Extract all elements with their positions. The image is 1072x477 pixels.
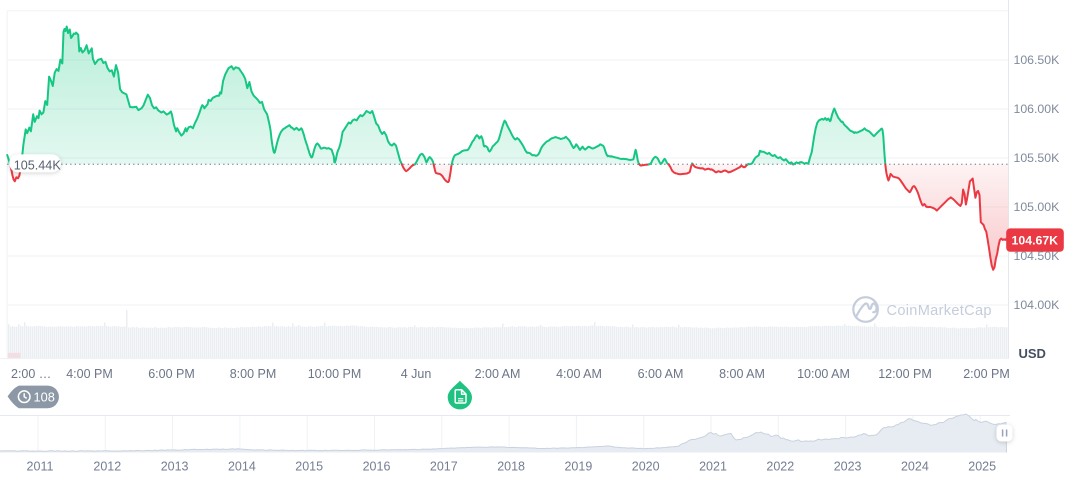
svg-text:2:00 …: 2:00 … bbox=[11, 367, 51, 381]
svg-text:2011: 2011 bbox=[27, 460, 54, 474]
svg-text:CoinMarketCap: CoinMarketCap bbox=[887, 303, 992, 319]
svg-text:2017: 2017 bbox=[430, 460, 458, 474]
svg-text:106.50K: 106.50K bbox=[1014, 53, 1061, 67]
svg-text:105.50K: 105.50K bbox=[1014, 151, 1061, 165]
svg-text:105.00K: 105.00K bbox=[1014, 200, 1061, 214]
svg-text:2019: 2019 bbox=[564, 460, 592, 474]
svg-text:2025: 2025 bbox=[968, 460, 996, 474]
svg-text:2023: 2023 bbox=[834, 460, 862, 474]
svg-text:104.50K: 104.50K bbox=[1014, 249, 1061, 263]
svg-text:104.67K: 104.67K bbox=[1012, 233, 1059, 247]
svg-text:2018: 2018 bbox=[497, 460, 525, 474]
svg-text:2022: 2022 bbox=[766, 460, 794, 474]
svg-text:4 Jun: 4 Jun bbox=[401, 367, 432, 381]
svg-text:6:00 PM: 6:00 PM bbox=[148, 367, 195, 381]
svg-text:8:00 AM: 8:00 AM bbox=[719, 367, 765, 381]
svg-text:6:00 AM: 6:00 AM bbox=[638, 367, 684, 381]
svg-text:108: 108 bbox=[34, 389, 55, 404]
svg-text:4:00 PM: 4:00 PM bbox=[66, 367, 113, 381]
svg-text:2:00 AM: 2:00 AM bbox=[475, 367, 521, 381]
svg-text:105.44K: 105.44K bbox=[14, 158, 62, 172]
svg-text:2024: 2024 bbox=[901, 460, 929, 474]
svg-text:10:00 PM: 10:00 PM bbox=[308, 367, 362, 381]
svg-text:10:00 AM: 10:00 AM bbox=[797, 367, 850, 381]
svg-text:2016: 2016 bbox=[363, 460, 391, 474]
svg-text:USD: USD bbox=[1019, 346, 1046, 361]
svg-text:8:00 PM: 8:00 PM bbox=[230, 367, 277, 381]
svg-text:2021: 2021 bbox=[699, 460, 727, 474]
svg-text:2013: 2013 bbox=[161, 460, 189, 474]
svg-text:4:00 AM: 4:00 AM bbox=[556, 367, 602, 381]
svg-text:2015: 2015 bbox=[295, 460, 323, 474]
svg-text:2020: 2020 bbox=[632, 460, 660, 474]
svg-text:104.00K: 104.00K bbox=[1014, 298, 1061, 312]
svg-text:2012: 2012 bbox=[93, 460, 121, 474]
svg-text:2014: 2014 bbox=[228, 460, 256, 474]
svg-text:106.00K: 106.00K bbox=[1014, 102, 1061, 116]
svg-text:2:00 PM: 2:00 PM bbox=[963, 367, 1010, 381]
svg-text:12:00 PM: 12:00 PM bbox=[878, 367, 932, 381]
